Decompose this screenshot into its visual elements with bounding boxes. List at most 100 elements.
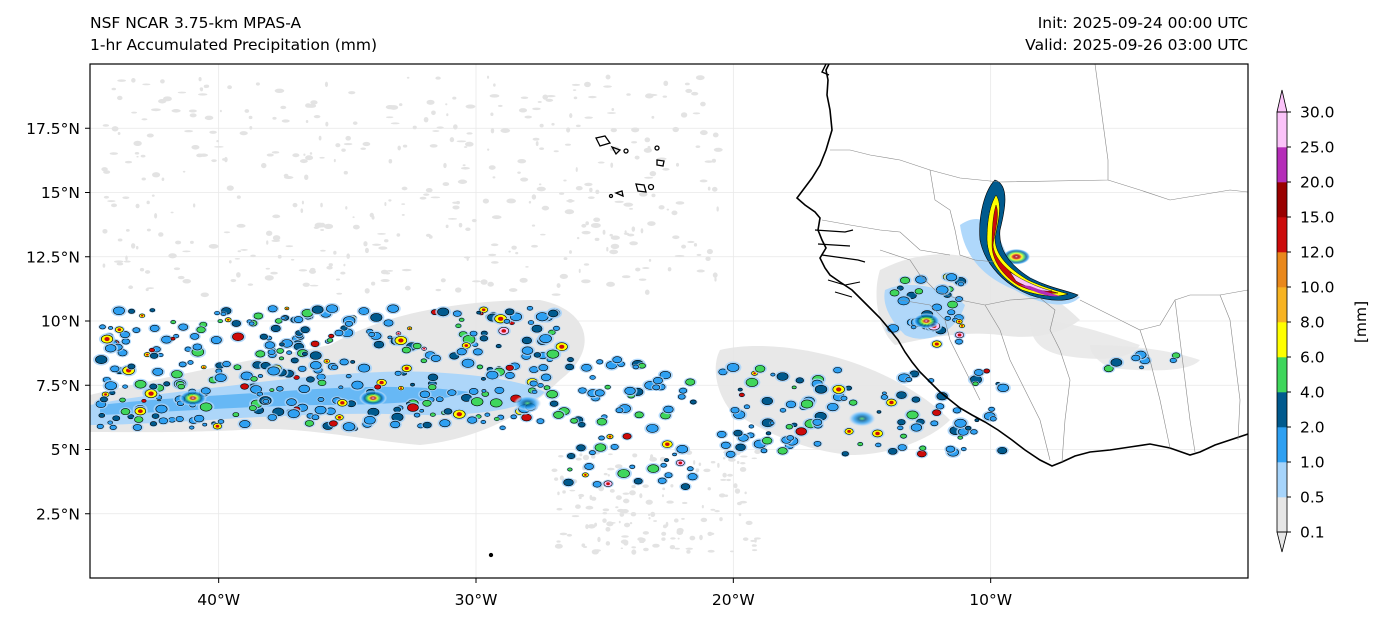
speckle (687, 240, 695, 244)
speckle (209, 130, 217, 134)
convective-cell (774, 370, 791, 383)
convective-cell (395, 331, 402, 336)
cell-core (358, 307, 370, 315)
convective-cell (934, 402, 946, 411)
speckle (177, 275, 185, 280)
cell-core (521, 346, 534, 355)
convective-cell (537, 363, 550, 373)
speckle (607, 467, 615, 471)
speckle (102, 124, 110, 127)
speckle (401, 214, 405, 216)
speckle (447, 218, 458, 220)
convective-cell (731, 428, 744, 438)
cell-peak (559, 344, 565, 349)
cell-core (279, 342, 285, 347)
speckle (274, 88, 285, 93)
speckle (261, 162, 267, 169)
cell-core (108, 326, 114, 330)
convective-cell (119, 407, 132, 417)
speckle (584, 116, 594, 119)
cell-peak (410, 405, 416, 410)
convective-cell (904, 409, 921, 421)
cell-core (1103, 365, 1114, 373)
cell-core (664, 458, 670, 462)
cluster-atlantic-itcz-west (178, 390, 207, 407)
speckle (487, 281, 494, 287)
speckle (343, 263, 346, 267)
convective-cell (303, 419, 316, 428)
cell-core (957, 435, 963, 440)
cell-core (646, 424, 659, 433)
colorbar-swatch (1277, 427, 1287, 463)
convective-cell (393, 370, 403, 377)
cell-peak (117, 328, 122, 332)
speckle (671, 210, 678, 216)
convective-cell (958, 323, 966, 329)
convective-cell (111, 305, 127, 317)
speckle (270, 271, 278, 275)
speckle (703, 468, 711, 473)
speckle (641, 267, 650, 270)
cell-core (107, 420, 113, 425)
convective-cell (812, 383, 830, 396)
convective-cell (289, 356, 300, 365)
convective-cell (663, 471, 674, 479)
convective-cell (964, 425, 973, 432)
cell-core (428, 384, 437, 391)
speckle (562, 490, 566, 494)
speckle (631, 226, 636, 232)
speckle (277, 254, 282, 259)
colorbar-level-label: 15.0 (1300, 209, 1335, 227)
convective-cell (385, 303, 401, 315)
cell-core (882, 391, 887, 396)
cell-core (733, 429, 743, 437)
speckle (305, 120, 309, 124)
speckle (352, 216, 355, 219)
cell-core (214, 311, 220, 316)
cell-peak (215, 424, 220, 428)
speckle (714, 276, 717, 282)
cell-core (427, 373, 439, 382)
speckle (644, 176, 654, 179)
speckle (490, 112, 494, 116)
speckle (727, 473, 733, 477)
speckle (639, 191, 648, 197)
convective-cell (686, 465, 695, 472)
speckle (674, 547, 680, 550)
convective-cell (724, 361, 742, 374)
convective-cell (367, 331, 377, 338)
speckle (644, 289, 650, 295)
cell-core (255, 350, 266, 358)
cell-core (563, 478, 574, 487)
speckle (487, 148, 490, 151)
cell-core (989, 416, 997, 422)
speckle (684, 82, 690, 86)
speckle (578, 268, 581, 274)
cell-core (370, 313, 383, 322)
cell-core (762, 437, 773, 445)
convective-cell (475, 364, 484, 370)
speckle (572, 89, 577, 91)
speckle (150, 108, 161, 112)
speckle (675, 162, 680, 167)
speckle (666, 500, 674, 504)
speckle (314, 222, 325, 228)
convective-cell (759, 447, 769, 454)
convective-cell (140, 398, 148, 404)
cell-core (689, 399, 697, 405)
speckle (707, 186, 711, 191)
convective-cell (426, 372, 440, 383)
speckle (401, 268, 412, 272)
speckle (571, 515, 580, 518)
convective-cell (102, 379, 120, 392)
convective-cell (280, 315, 287, 321)
convective-cell (483, 412, 491, 418)
cell-core (581, 363, 592, 372)
speckle (620, 539, 629, 544)
cell-core (664, 472, 673, 479)
speckle (648, 517, 651, 520)
cell-core (383, 319, 394, 327)
convective-cell (418, 389, 432, 400)
cell-core (217, 319, 223, 324)
convective-cell (548, 399, 560, 408)
